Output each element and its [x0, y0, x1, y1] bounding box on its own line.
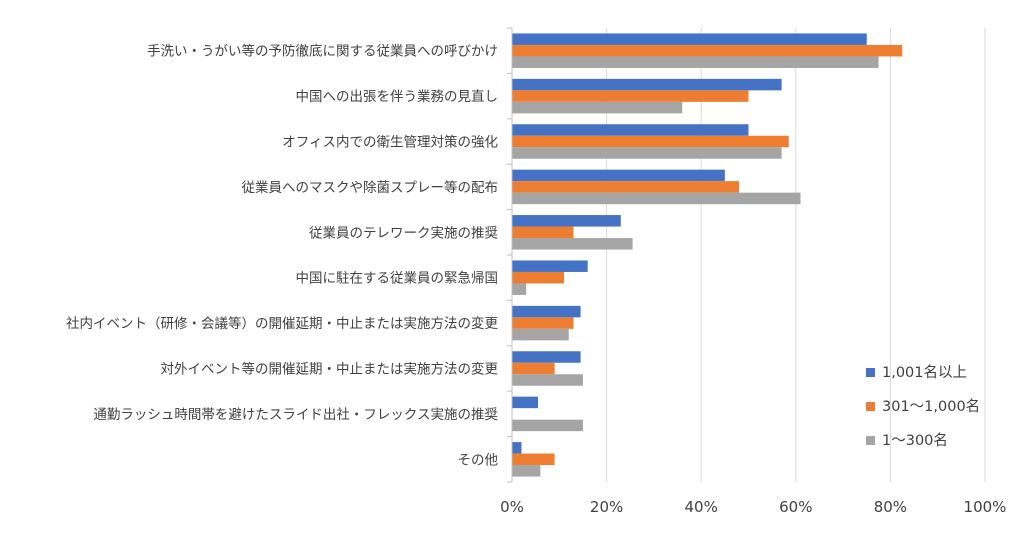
bar-series-1-cat-5 [512, 271, 565, 284]
legend-swatch [866, 402, 875, 411]
x-tick-label: 40% [685, 498, 718, 516]
bar-series-2-cat-5 [512, 283, 527, 295]
legend-label: 301～1,000名 [882, 398, 980, 415]
x-tick-label: 0% [500, 498, 524, 516]
x-tick-labels: 0% 20% 40% 60% 80% 100% [500, 498, 1006, 516]
gridlines [606, 28, 986, 482]
bar-series-0-cat-1 [512, 78, 782, 91]
x-tick-label: 100% [964, 498, 1007, 516]
bar-series-1-cat-7 [512, 362, 555, 375]
bar-series-1-cat-2 [512, 135, 789, 148]
bar-series-2-cat-2 [512, 147, 782, 159]
bar-series-2-cat-8 [512, 419, 583, 432]
bar-series-1-cat-4 [512, 226, 574, 239]
category-label: 従業員のテレワーク実施の推奨 [309, 225, 498, 241]
bar-series-0-cat-8 [512, 396, 539, 409]
category-label: その他 [458, 452, 499, 468]
category-label: 社内イベント（研修・会議等）の開催延期・中止または実施方法の変更 [66, 315, 498, 332]
legend-swatch [866, 436, 875, 445]
bar-series-2-cat-7 [512, 374, 583, 386]
category-label: 中国に駐在する従業員の緊急帰国 [296, 270, 499, 287]
bar-series-0-cat-9 [512, 442, 522, 454]
bar-series-2-cat-6 [512, 328, 569, 341]
bar-series-1-cat-1 [512, 90, 749, 102]
legend-swatch [866, 368, 875, 377]
legend-label: 1～300名 [882, 432, 948, 449]
bar-series-1-cat-9 [512, 453, 555, 466]
category-labels: 手洗い・うがい等の予防徹底に関する従業員への呼びかけ中国への出張を伴う業務の見直… [66, 43, 498, 469]
bar-series-0-cat-0 [512, 33, 867, 45]
x-tick-label: 80% [874, 498, 907, 516]
bar-series-2-cat-4 [512, 238, 633, 250]
bar-series-2-cat-3 [512, 192, 801, 205]
bar-series-1-cat-3 [512, 181, 740, 193]
bars [512, 33, 903, 477]
bar-series-2-cat-1 [512, 101, 683, 114]
bar-series-0-cat-7 [512, 351, 581, 363]
bar-series-1-cat-0 [512, 44, 903, 57]
bar-series-0-cat-2 [512, 124, 749, 136]
category-label: 通勤ラッシュ時間帯を避けたスライド出社・フレックス実施の推奨 [93, 407, 498, 423]
category-label: 中国への出張を伴う業務の見直し [296, 89, 499, 105]
bar-series-0-cat-4 [512, 215, 621, 227]
category-label: 従業員へのマスクや除菌スプレー等の配布 [242, 179, 499, 196]
bar-series-2-cat-9 [512, 465, 541, 477]
category-label: オフィス内での衛生管理対策の強化 [282, 134, 498, 151]
bar-series-1-cat-6 [512, 317, 574, 329]
bar-series-0-cat-5 [512, 260, 588, 272]
axes [507, 27, 513, 483]
category-label: 対外イベント等の開催延期・中止または実施方法の変更 [161, 361, 499, 378]
x-tick-label: 20% [590, 498, 623, 516]
bar-series-0-cat-3 [512, 169, 725, 182]
bar-series-2-cat-0 [512, 56, 879, 68]
legend: 1,001名以上 301～1,000名 1～300名 [866, 364, 980, 449]
bar-series-0-cat-6 [512, 305, 581, 318]
legend-label: 1,001名以上 [882, 364, 967, 381]
category-label: 手洗い・うがい等の予防徹底に関する従業員への呼びかけ [147, 43, 498, 60]
x-tick-label: 60% [779, 498, 812, 516]
